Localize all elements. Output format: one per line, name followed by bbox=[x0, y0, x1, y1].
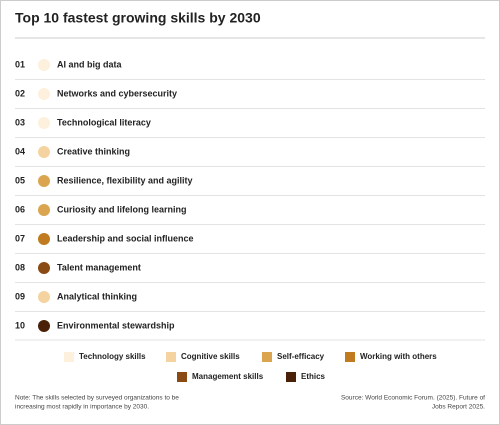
item-dot bbox=[38, 175, 50, 187]
legend-swatch bbox=[177, 372, 187, 382]
legend-label: Ethics bbox=[301, 372, 326, 381]
item-number: 10 bbox=[15, 320, 25, 330]
item-dot bbox=[38, 233, 50, 245]
item-label: Resilience, flexibility and agility bbox=[57, 175, 193, 185]
item-label: Creative thinking bbox=[57, 146, 130, 156]
legend-label: Technology skills bbox=[79, 352, 146, 361]
legend-swatch bbox=[64, 352, 74, 362]
item-label: Analytical thinking bbox=[57, 291, 137, 301]
item-dot bbox=[38, 204, 50, 216]
item-number: 03 bbox=[15, 117, 25, 127]
legend-label: Self-efficacy bbox=[277, 352, 325, 361]
legend-swatch bbox=[166, 352, 176, 362]
item-number: 04 bbox=[15, 146, 25, 156]
item-label: Curiosity and lifelong learning bbox=[57, 204, 187, 214]
item-number: 09 bbox=[15, 291, 25, 301]
source: Jobs Report 2025. bbox=[432, 404, 485, 411]
item-number: 05 bbox=[15, 175, 25, 185]
item-number: 02 bbox=[15, 88, 25, 98]
item-number: 06 bbox=[15, 204, 25, 214]
item-label: Networks and cybersecurity bbox=[57, 88, 177, 98]
item-label: AI and big data bbox=[57, 59, 122, 69]
note: Note: The skills selected by surveyed or… bbox=[15, 395, 179, 402]
item-dot bbox=[38, 146, 50, 158]
item-dot bbox=[38, 291, 50, 303]
legend-swatch bbox=[345, 352, 355, 362]
legend-swatch bbox=[262, 352, 272, 362]
item-number: 08 bbox=[15, 262, 25, 272]
item-number: 07 bbox=[15, 233, 25, 243]
legend-swatch bbox=[286, 372, 296, 382]
item-dot bbox=[38, 59, 50, 71]
item-label: Talent management bbox=[57, 262, 141, 272]
item-dot bbox=[38, 117, 50, 129]
legend-label: Cognitive skills bbox=[181, 352, 240, 361]
item-number: 01 bbox=[15, 59, 25, 69]
source: Source: World Economic Forum. (2025). Fu… bbox=[341, 395, 485, 402]
legend-label: Management skills bbox=[192, 372, 264, 381]
item-dot bbox=[38, 88, 50, 100]
item-dot bbox=[38, 320, 50, 332]
item-label: Environmental stewardship bbox=[57, 320, 175, 330]
item-dot bbox=[38, 262, 50, 274]
legend-label: Working with others bbox=[360, 352, 437, 361]
note: increasing most rapidly in importance by… bbox=[15, 404, 149, 411]
item-label: Technological literacy bbox=[57, 117, 151, 127]
item-label: Leadership and social influence bbox=[57, 233, 194, 243]
title: Top 10 fastest growing skills by 2030 bbox=[15, 10, 261, 26]
